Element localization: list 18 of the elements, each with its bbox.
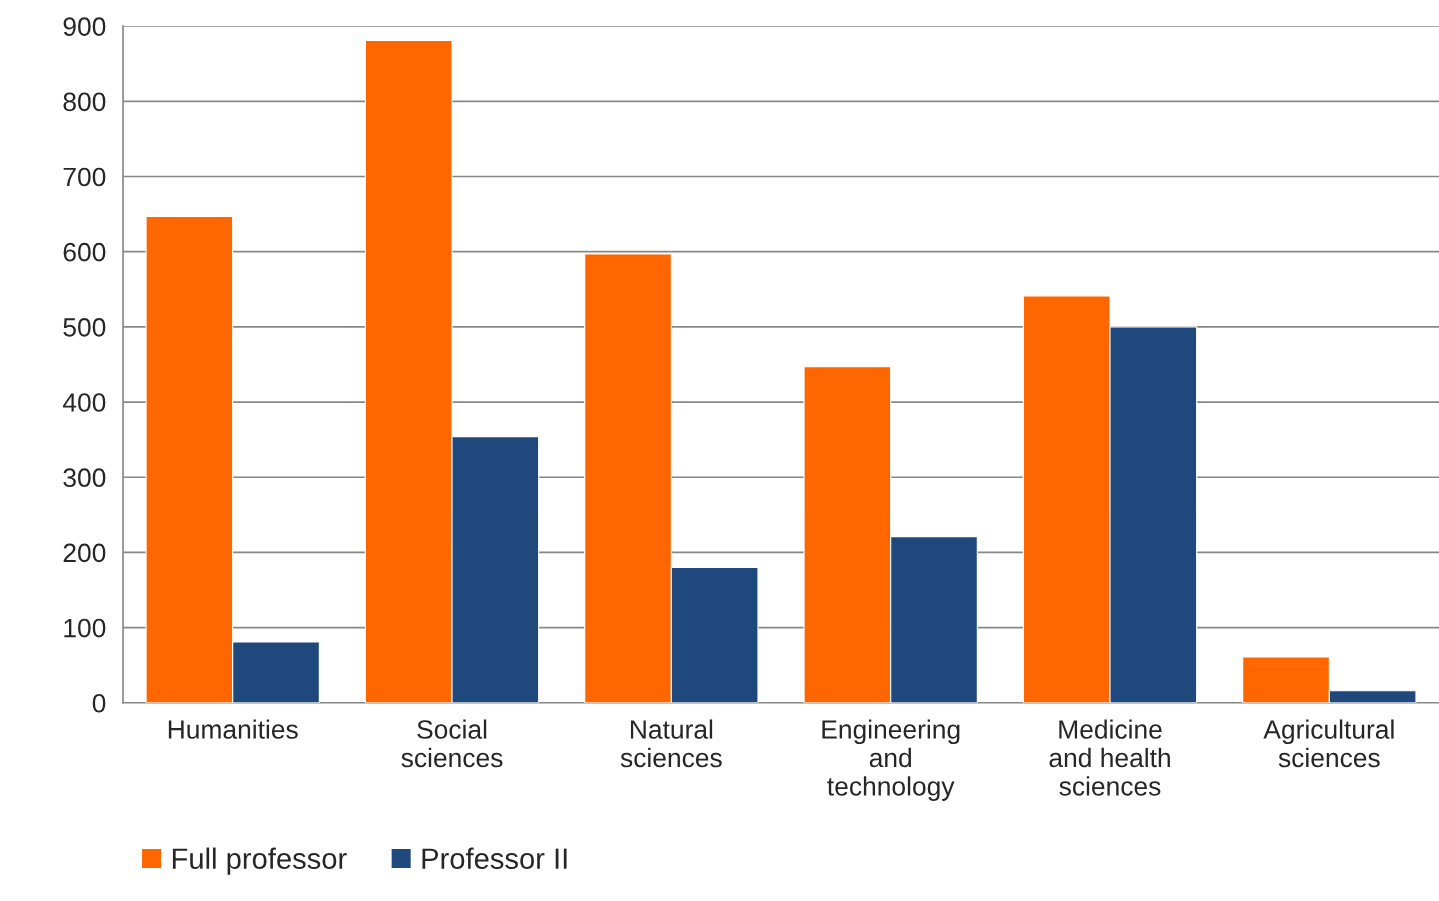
y-tick-label: 0 xyxy=(92,693,106,713)
legend-label: Full professor xyxy=(172,847,347,875)
x-tick-label: Medicine and health sciences xyxy=(1049,719,1170,796)
y-tick-label: 100 xyxy=(64,618,106,638)
y-tick-label: 500 xyxy=(63,318,106,337)
x-tick-label: Natural sciences xyxy=(620,719,722,768)
y-tick-label: 400 xyxy=(62,393,106,412)
x-tick-label: Humanities xyxy=(168,719,298,739)
y-tick-label: 300 xyxy=(63,468,106,488)
x-tick-label: Social sciences xyxy=(401,719,503,768)
y-tick-label: 800 xyxy=(63,92,106,112)
x-tick-label: Engineering and technology xyxy=(822,719,960,801)
y-tick-label: 700 xyxy=(63,167,106,187)
x-tick-label: Agricultural sciences xyxy=(1263,719,1394,768)
y-tick-label: 600 xyxy=(63,242,106,262)
y-tick-label: 200 xyxy=(63,543,106,563)
y-tick-label: 900 xyxy=(63,17,106,36)
legend-label: Professor II xyxy=(422,847,567,869)
